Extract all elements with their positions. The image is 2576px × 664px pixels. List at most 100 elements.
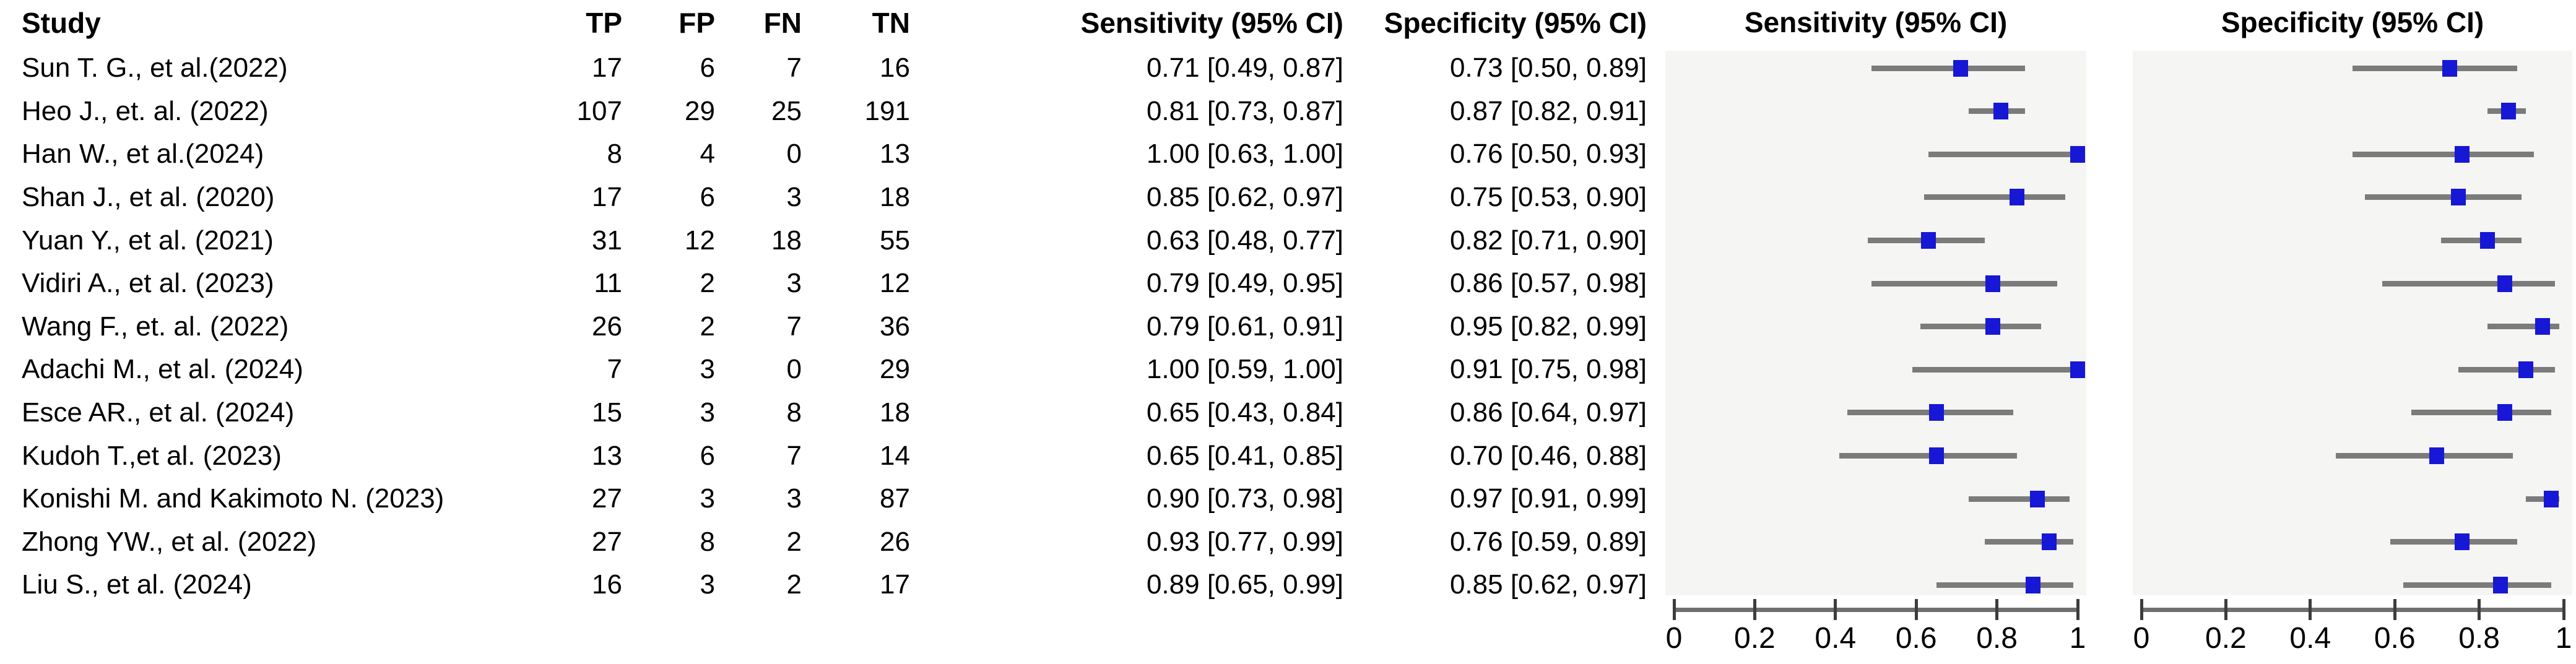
table-row: Esce AR., et al. (2024) 15 3 8 18 0.65 [0.43,…	[0, 391, 1659, 434]
fn-value: 3	[786, 483, 802, 514]
sensitivity-point-estimate-marker	[2070, 145, 2085, 163]
column-header-sensitivity-ci: Sensitivity (95% CI)	[1080, 7, 1343, 39]
sensitivity-ci-line	[1924, 194, 2066, 200]
fp-value: 3	[700, 569, 715, 600]
sensitivity-axis-tick-label: 0.2	[1734, 622, 1776, 655]
tp-value: 27	[592, 483, 622, 514]
sensitivity-ci-text: 0.90 [0.73, 0.98]	[1146, 483, 1343, 514]
sensitivity-point-estimate-marker	[1928, 447, 1944, 464]
tp-value: 27	[592, 526, 622, 557]
sensitivity-ci-line	[1839, 452, 2018, 459]
table-row: Zhong YW., et al. (2022) 27 8 2 26 0.93 [0.77…	[0, 520, 1659, 564]
tn-value: 17	[880, 569, 910, 600]
table-row: Han W., et al.(2024) 8 4 0 13 1.00 [0.63, 1.0…	[0, 132, 1659, 176]
study-name: Zhong YW., et al. (2022)	[22, 526, 317, 557]
specificity-x-axis	[2141, 608, 2564, 612]
specificity-axis-tick-label: 0.4	[2289, 622, 2331, 655]
study-name: Yuan Y., et al. (2021)	[22, 225, 274, 256]
tp-value: 107	[576, 95, 622, 126]
sensitivity-axis-tick	[1914, 599, 1918, 620]
table-row: Sun T. G., et al.(2022) 17 6 7 16 0.71 [0.49,…	[0, 46, 1659, 90]
specificity-axis-tick-label: 1	[2555, 622, 2572, 655]
tp-value: 31	[592, 225, 622, 256]
table-row: Konishi M. and Kakimoto N. (2023) 27 3 3 87 0…	[0, 477, 1659, 520]
specificity-point-estimate-marker	[2450, 189, 2466, 206]
specificity-axis-tick	[2562, 599, 2565, 620]
fp-value: 2	[700, 311, 715, 342]
tn-value: 16	[880, 53, 910, 84]
study-name: Esce AR., et al. (2024)	[22, 397, 295, 428]
fp-value: 6	[700, 440, 715, 471]
column-header-tp: TP	[586, 7, 622, 39]
tp-value: 7	[607, 354, 622, 385]
specificity-point-estimate-marker	[2501, 103, 2517, 120]
sensitivity-point-estimate-marker	[1993, 103, 2009, 120]
study-name: Wang F., et. al. (2022)	[22, 311, 289, 342]
specificity-axis-tick	[2393, 599, 2396, 620]
sensitivity-ci-line	[1871, 280, 2058, 287]
sensitivity-ci-text: 0.65 [0.41, 0.85]	[1146, 440, 1343, 471]
fn-value: 7	[786, 311, 802, 342]
study-name: Kudoh T.,et al. (2023)	[22, 440, 282, 471]
sensitivity-axis-tick-label: 1	[2069, 622, 2086, 655]
column-header-fn: FN	[763, 7, 802, 39]
sensitivity-axis-tick	[1753, 599, 1756, 620]
specificity-plot-panel	[2133, 51, 2572, 595]
table-row: Kudoh T.,et al. (2023) 13 6 7 14 0.65 [0.41, …	[0, 434, 1659, 478]
specificity-ci-line	[2365, 194, 2522, 200]
specificity-point-estimate-marker	[2535, 318, 2550, 335]
study-name: Sun T. G., et al.(2022)	[22, 53, 288, 84]
specificity-ci-text: 0.86 [0.57, 0.98]	[1449, 268, 1647, 299]
specificity-ci-text: 0.95 [0.82, 0.99]	[1449, 311, 1647, 342]
specificity-point-estimate-marker	[2492, 576, 2508, 593]
sensitivity-point-estimate-marker	[1920, 231, 1936, 249]
sensitivity-ci-text: 0.71 [0.49, 0.87]	[1146, 53, 1343, 84]
specificity-ci-text: 0.85 [0.62, 0.97]	[1449, 569, 1647, 600]
sensitivity-axis-tick	[2076, 599, 2079, 620]
tn-value: 26	[880, 526, 910, 557]
fp-value: 12	[685, 225, 715, 256]
sensitivity-axis-tick	[1995, 599, 1999, 620]
tp-value: 15	[592, 397, 622, 428]
column-header-fp: FP	[679, 7, 715, 39]
fp-value: 3	[700, 483, 715, 514]
fn-value: 3	[786, 268, 802, 299]
specificity-point-estimate-marker	[2429, 447, 2445, 464]
tn-value: 18	[880, 397, 910, 428]
sensitivity-ci-text: 1.00 [0.59, 1.00]	[1146, 354, 1343, 385]
sensitivity-plot-panel	[1665, 51, 2086, 595]
study-name: Adachi M., et al. (2024)	[22, 354, 303, 385]
specificity-plot-title: Specificity (95% CI)	[2221, 6, 2484, 38]
sensitivity-ci-line	[1968, 496, 2070, 502]
tp-value: 11	[594, 268, 622, 299]
table-row: Liu S., et al. (2024) 16 3 2 17 0.89 [0.65, 0…	[0, 563, 1659, 606]
sensitivity-ci-text: 0.85 [0.62, 0.97]	[1146, 182, 1343, 212]
tp-value: 13	[592, 440, 622, 471]
specificity-axis-tick-label: 0.2	[2205, 622, 2247, 655]
fp-value: 6	[700, 182, 715, 212]
fp-value: 6	[700, 53, 715, 84]
sensitivity-ci-line	[1871, 65, 2026, 71]
fp-value: 8	[700, 526, 715, 557]
study-name: Heo J., et. al. (2022)	[22, 95, 269, 126]
specificity-axis-tick-label: 0.6	[2374, 622, 2416, 655]
sensitivity-axis-tick	[1672, 599, 1676, 620]
tp-value: 17	[592, 182, 622, 212]
specificity-ci-line	[2390, 539, 2517, 545]
specificity-point-estimate-marker	[2543, 490, 2559, 507]
tn-value: 55	[880, 225, 910, 256]
specificity-point-estimate-marker	[2480, 231, 2496, 249]
fp-value: 2	[700, 268, 715, 299]
column-header-tn: TN	[872, 7, 910, 39]
sensitivity-ci-text: 0.65 [0.43, 0.84]	[1146, 397, 1343, 428]
specificity-axis-tick	[2140, 599, 2143, 620]
fn-value: 8	[786, 397, 802, 428]
sensitivity-point-estimate-marker	[1985, 318, 2001, 335]
table-row: Vidiri A., et al. (2023) 11 2 3 12 0.79 [0.49…	[0, 262, 1659, 305]
sensitivity-axis-tick-label: 0.6	[1895, 622, 1937, 655]
fn-value: 18	[771, 225, 802, 256]
tn-value: 36	[880, 311, 910, 342]
study-name: Han W., et al.(2024)	[22, 139, 264, 170]
specificity-ci-text: 0.76 [0.59, 0.89]	[1449, 526, 1647, 557]
specificity-axis-tick-label: 0.8	[2458, 622, 2500, 655]
